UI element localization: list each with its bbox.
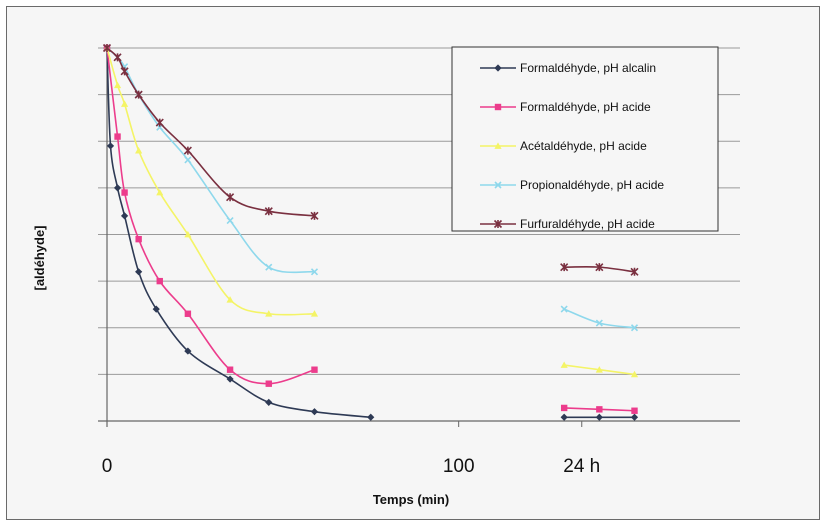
data-point — [184, 230, 192, 238]
series-2 — [103, 44, 638, 414]
data-point — [596, 406, 603, 413]
data-point — [152, 305, 160, 313]
legend-label: Formaldéhyde, pH acide — [520, 100, 651, 114]
data-point — [310, 211, 319, 220]
data-point — [226, 296, 234, 303]
data-point — [595, 263, 604, 272]
data-point — [184, 156, 192, 164]
data-point — [226, 216, 234, 225]
data-point — [265, 380, 272, 387]
data-point — [367, 413, 375, 421]
data-point — [135, 235, 142, 243]
series-line-24h — [563, 308, 635, 329]
data-point — [560, 404, 568, 412]
data-point — [630, 267, 639, 276]
legend-label: Formaldéhyde, pH alcalin — [520, 61, 656, 75]
data-point — [113, 53, 122, 62]
data-point — [226, 193, 235, 202]
data-point — [595, 413, 603, 421]
data-point — [114, 133, 121, 140]
data-point — [226, 375, 234, 383]
series-layer — [102, 43, 639, 421]
data-point — [311, 366, 318, 373]
data-point — [265, 263, 273, 271]
data-point — [595, 366, 603, 373]
data-point — [595, 319, 603, 327]
data-point — [494, 142, 502, 149]
series-1 — [103, 44, 639, 421]
data-point — [113, 81, 122, 89]
data-point — [630, 413, 639, 421]
data-point — [106, 142, 115, 150]
data-point — [226, 366, 234, 373]
data-point — [135, 146, 143, 154]
data-point — [310, 408, 319, 416]
data-point — [560, 361, 568, 368]
data-point — [134, 90, 143, 99]
data-point — [135, 268, 143, 276]
data-point — [630, 370, 639, 378]
data-point — [494, 64, 502, 72]
data-point — [493, 219, 503, 229]
data-point — [121, 189, 128, 196]
series-line — [106, 47, 315, 217]
data-point — [155, 118, 164, 127]
data-point — [102, 43, 112, 53]
legend-label: Furfuraldéhyde, pH acide — [520, 217, 655, 231]
x-tick-label: 24 h — [563, 456, 600, 477]
data-point — [264, 207, 273, 216]
data-point — [631, 407, 638, 414]
legend: Formaldéhyde, pH alcalin Formaldéhyde, pH… — [451, 46, 719, 232]
x-tick-labels: 0 100 24 h — [102, 456, 601, 477]
data-point — [310, 310, 319, 317]
x-axis-title: Temps (min) — [373, 492, 449, 507]
series-5 — [102, 43, 639, 276]
x-tick-label: 0 — [102, 456, 113, 477]
y-axis-title: [aldéhyde] — [32, 225, 47, 290]
data-point — [183, 146, 192, 155]
data-point — [184, 310, 192, 317]
data-point — [120, 67, 129, 76]
data-point — [310, 268, 319, 276]
data-point — [265, 398, 273, 406]
axes — [98, 48, 740, 427]
data-point — [265, 310, 273, 317]
data-point — [560, 305, 568, 313]
legend-label: Acétaldéhyde, pH acide — [520, 139, 647, 153]
series-3 — [103, 44, 639, 378]
data-point — [560, 413, 568, 421]
data-point — [113, 184, 122, 192]
data-point — [494, 181, 502, 189]
data-point — [156, 277, 163, 285]
data-point — [560, 263, 569, 272]
data-point — [184, 347, 192, 355]
data-point — [156, 188, 164, 196]
data-point — [120, 212, 129, 220]
data-point — [630, 324, 639, 332]
legend-box — [451, 46, 719, 232]
data-point — [120, 100, 129, 107]
x-tick-label: 100 — [443, 456, 475, 477]
data-point — [494, 103, 502, 111]
legend-label: Propionaldéhyde, pH acide — [520, 178, 664, 192]
